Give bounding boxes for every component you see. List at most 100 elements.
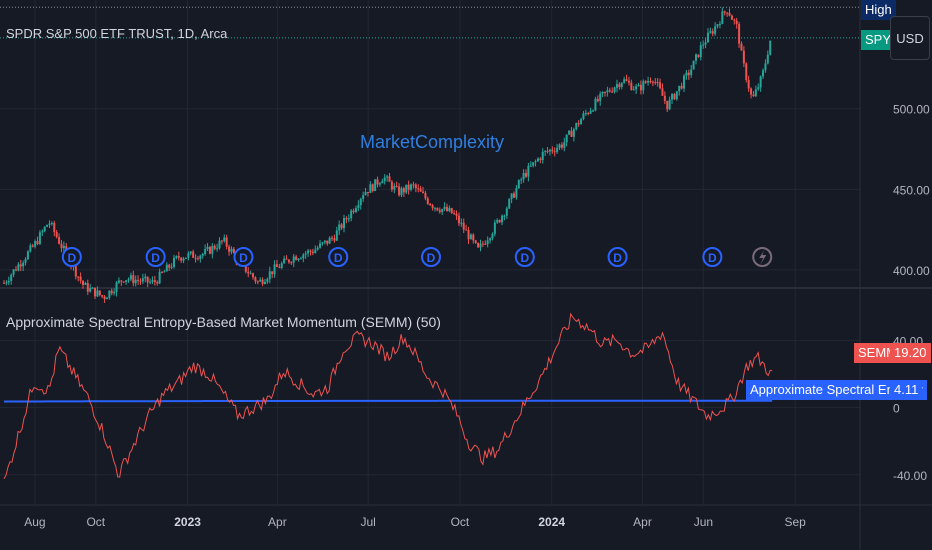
price-candle: [220, 240, 223, 245]
candle-body: [529, 165, 532, 167]
price-candle: [29, 243, 32, 253]
price-candle: [256, 280, 259, 285]
price-candle: [764, 59, 767, 73]
candle-body: [108, 290, 111, 298]
candle-body: [469, 234, 472, 240]
price-candle: [139, 278, 142, 285]
price-candle: [426, 196, 429, 206]
price-candle: [213, 244, 216, 251]
candle-body: [77, 276, 80, 278]
price-candle: [479, 239, 482, 252]
price-candle: [687, 69, 690, 80]
price-candle: [678, 85, 681, 96]
price-candle: [366, 191, 369, 197]
candle-body: [263, 281, 266, 285]
price-candle: [582, 110, 585, 121]
price-candle: [412, 181, 415, 189]
price-candle: [745, 62, 748, 83]
price-candle: [398, 183, 401, 197]
price-candle: [647, 76, 650, 86]
candle-body: [161, 271, 164, 273]
price-candle: [529, 161, 532, 167]
candle-body: [766, 54, 769, 64]
price-candle: [522, 169, 525, 183]
price-candle: [354, 205, 357, 214]
candle-body: [170, 266, 173, 268]
price-candle: [613, 86, 616, 94]
candle-body: [565, 134, 568, 143]
price-candle: [565, 134, 568, 147]
semm-line: [3, 312, 773, 480]
price-candle: [249, 270, 252, 275]
candle-body: [12, 269, 15, 275]
price-candle: [603, 91, 606, 97]
price-candle: [606, 86, 609, 97]
candle-body: [405, 184, 408, 193]
dividend-glyph: D: [520, 251, 529, 265]
candle-body: [723, 11, 726, 13]
flash-glyph: [759, 250, 767, 265]
candle-body: [3, 282, 5, 284]
dividend-event-icon: D: [514, 247, 535, 267]
candle-body: [714, 26, 717, 34]
candle-body: [89, 288, 92, 292]
candle-body: [93, 287, 96, 297]
high-price-tag: High: [861, 0, 896, 20]
price-candle: [769, 40, 772, 56]
price-candle: [345, 216, 348, 224]
candle-body: [22, 262, 25, 267]
candle-body: [333, 238, 336, 241]
candle-body: [151, 280, 154, 282]
candle-body: [297, 258, 300, 261]
candle-body: [163, 271, 166, 273]
candle-body: [134, 279, 137, 284]
time-tick-label: Jul: [360, 515, 375, 529]
price-candle: [168, 263, 171, 271]
price-candle: [560, 142, 563, 150]
price-candle: [194, 254, 197, 263]
price-candle: [232, 246, 235, 254]
price-candle: [575, 122, 578, 131]
candle-body: [350, 210, 353, 219]
candle-body: [362, 195, 365, 199]
candle-body: [671, 94, 674, 100]
price-candle: [668, 96, 671, 111]
price-candle: [230, 246, 233, 255]
candle-body: [613, 87, 616, 92]
time-tick-label: Aug: [24, 515, 45, 529]
price-candle: [278, 263, 281, 269]
dividend-event-icon: D: [145, 247, 166, 267]
price-candle: [400, 186, 403, 198]
candle-body: [582, 113, 585, 120]
price-candle: [108, 290, 111, 300]
price-candle: [19, 259, 22, 272]
entropy-label-tag: Approximate Spectral Entropy: [746, 380, 927, 400]
price-candle: [534, 159, 537, 167]
candle-body: [501, 215, 504, 223]
currency-button[interactable]: USD: [890, 16, 930, 60]
candle-body: [184, 257, 187, 259]
price-candle: [335, 226, 338, 241]
candle-body: [96, 290, 99, 297]
time-tick-label: Jun: [694, 515, 713, 529]
candle-body: [110, 290, 113, 294]
price-tick-label: 400.00: [893, 264, 930, 278]
candle-body: [247, 271, 250, 274]
candle-body: [603, 91, 606, 93]
price-candle: [374, 179, 377, 192]
price-candle: [405, 184, 408, 194]
price-candle: [333, 234, 336, 243]
price-candle: [46, 224, 49, 228]
candle-body: [31, 245, 34, 247]
indicator-tick-label: 0: [893, 402, 900, 416]
candle-body: [388, 176, 391, 182]
candle-body: [718, 23, 721, 25]
candle-body: [249, 273, 252, 275]
price-candle: [273, 260, 276, 278]
candle-body: [41, 231, 44, 233]
price-candle: [568, 129, 571, 136]
candle-body: [642, 81, 645, 91]
price-candle: [577, 120, 580, 127]
candle-body: [750, 88, 753, 95]
